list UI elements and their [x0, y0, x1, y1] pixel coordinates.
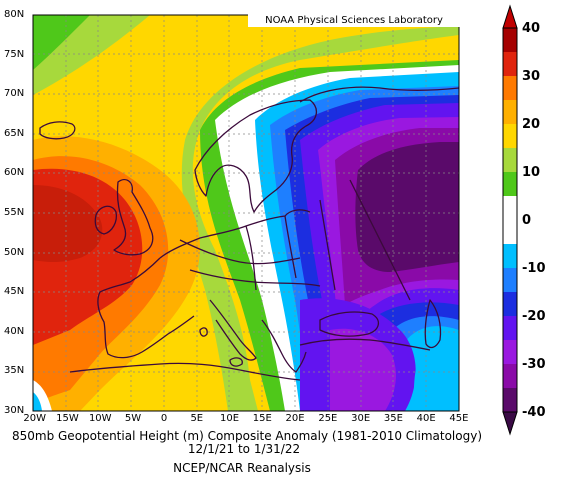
colorbar-swatch: [503, 172, 517, 197]
colorbar: [502, 4, 518, 436]
longitude-label: 5E: [190, 413, 204, 424]
colorbar-swatch: [503, 244, 517, 269]
latitude-label: 75N: [4, 48, 25, 60]
longitude-label: 35E: [383, 413, 403, 424]
colorbar-swatch: [503, 292, 517, 317]
colorbar-tick-label: 20: [522, 117, 541, 132]
latitude-label: 80N: [4, 9, 25, 20]
longitude-label: 15E: [252, 413, 272, 424]
contour-band-magenta-south: [330, 328, 396, 411]
longitude-label: 40E: [416, 413, 436, 424]
contour-band-lightblue-se: [413, 342, 459, 411]
colorbar-swatch: [503, 340, 517, 365]
anomaly-contours: [33, 15, 459, 411]
longitude-label: 30E: [351, 413, 371, 424]
colorbar-swatch: [503, 220, 517, 245]
longitude-label: 10E: [220, 413, 240, 424]
colorbar-swatch: [503, 316, 517, 341]
grid: [33, 15, 459, 411]
coastlines: [39, 86, 459, 381]
latitude-label: 65N: [4, 127, 25, 139]
colorbar-swatch: [503, 268, 517, 293]
colorbar-min-arrow: [502, 411, 518, 436]
colorbar-tick-label: 30: [522, 69, 541, 84]
colorbar-swatch: [503, 388, 517, 413]
caption-title: 850mb Geopotential Height (m) Composite …: [11, 429, 482, 443]
contour-band-lightblue-sw: [33, 392, 42, 411]
longitude-label: 5W: [124, 413, 142, 424]
longitude-label: 25E: [318, 413, 338, 424]
colorbar-swatch: [503, 28, 517, 53]
contour-band-core-negative: [355, 142, 459, 272]
longitude-label: 0: [160, 413, 168, 424]
latitude-label: 30N: [4, 405, 25, 416]
colorbar-tick-label: -20: [522, 309, 546, 324]
colorbar-max-arrow: [502, 4, 518, 29]
colorbar-tick-label: 10: [522, 165, 541, 180]
colorbar-swatch: [503, 196, 517, 221]
colorbar-tick-label: 0: [522, 213, 532, 228]
colorbar-tick-label: 40: [522, 21, 541, 36]
caption-daterange: 12/1/21 to 1/31/22: [187, 442, 301, 456]
longitude-label: 20E: [285, 413, 305, 424]
colorbar-swatch: [503, 100, 517, 125]
latitude-label: 40N: [4, 325, 25, 337]
credit-label: NOAA Physical Sciences Laboratory: [248, 14, 460, 27]
colorbar-swatch: [503, 52, 517, 77]
colorbar-frame: [502, 27, 518, 413]
colorbar-swatch: [503, 148, 517, 173]
latitude-label: 45N: [4, 286, 25, 298]
latitude-label: 50N: [4, 246, 25, 258]
colorbar-swatch: [503, 124, 517, 149]
colorbar-tick-label: -30: [522, 357, 546, 372]
longitude-label: 10W: [88, 413, 112, 424]
longitude-label: 20W: [23, 413, 47, 424]
contour-band-darkred: [33, 185, 103, 262]
longitude-label: 15W: [56, 413, 79, 424]
latitude-label: 55N: [4, 207, 25, 218]
contour-band-green-nw: [33, 15, 90, 70]
colorbar-tick-label: -10: [522, 261, 546, 276]
plot-frame: [32, 14, 460, 412]
colorbar-tick-label: -40: [522, 405, 546, 420]
caption-source: NCEP/NCAR Reanalysis: [173, 461, 311, 475]
colorbar-swatch: [503, 364, 517, 389]
longitude-label: 45E: [449, 413, 469, 424]
colorbar-swatch: [503, 76, 517, 101]
latitude-label: 35N: [4, 365, 25, 377]
latitude-label: 70N: [4, 88, 25, 100]
latitude-label: 60N: [4, 167, 25, 179]
